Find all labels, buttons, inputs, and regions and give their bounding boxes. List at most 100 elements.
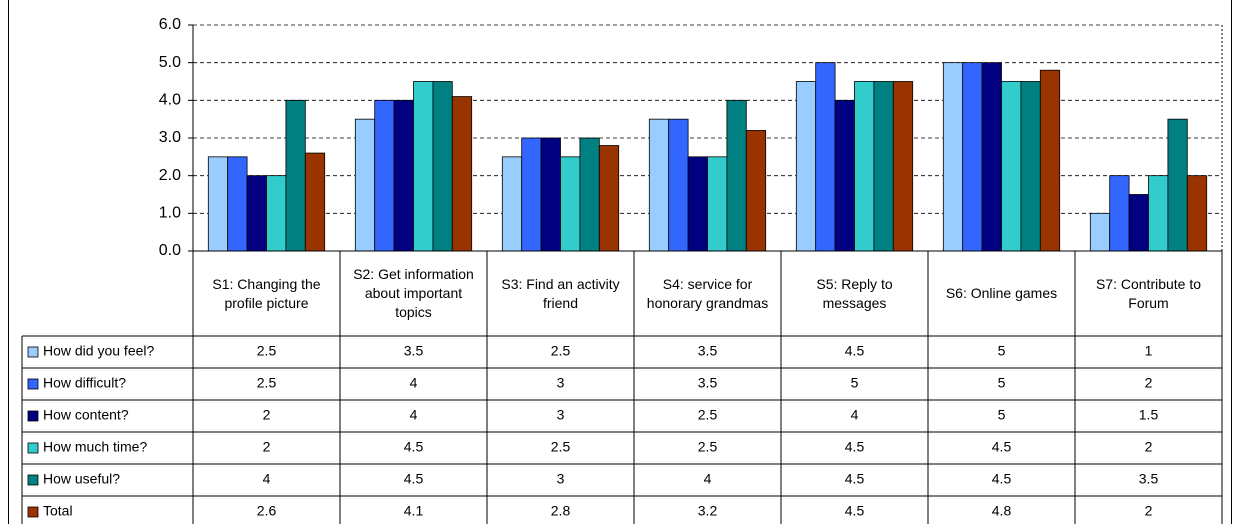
legend-swatch (27, 410, 39, 422)
data-label: 2 (1145, 439, 1153, 455)
bar (246, 175, 267, 252)
bar (726, 99, 747, 252)
legend-label: Total (43, 503, 73, 519)
bar (892, 81, 914, 252)
y-tick-label: 5.0 (159, 54, 181, 71)
x-tick-label: S1: Changing the profile picture (212, 275, 321, 311)
data-label: 2.5 (698, 407, 718, 423)
bar (432, 81, 453, 252)
legend-label: How did you feel? (43, 343, 155, 359)
category-cell: S6: Online games (945, 285, 1058, 301)
bar (207, 156, 229, 252)
bar (501, 156, 523, 252)
bar (540, 137, 561, 252)
bar (1020, 81, 1041, 252)
bar (266, 175, 287, 252)
data-label: 2.8 (551, 503, 571, 519)
bar (413, 81, 434, 252)
data-label: 4.5 (404, 439, 424, 455)
data-label: 4 (263, 471, 271, 487)
bar (707, 156, 728, 252)
bar (285, 99, 306, 252)
bar (854, 81, 875, 252)
bar (354, 118, 376, 252)
data-label: 4.5 (845, 503, 865, 519)
y-tick-label: 2.0 (159, 167, 181, 184)
data-label: 3 (557, 471, 565, 487)
legend-label: How useful? (43, 471, 120, 487)
data-label: 2 (263, 407, 271, 423)
x-tick-label: S3: Find an activity friend (501, 275, 620, 311)
data-label: 5 (998, 343, 1006, 359)
bar (227, 156, 248, 252)
legend-label: How much time? (43, 439, 147, 455)
data-label: 2.5 (551, 343, 571, 359)
legend-label: How difficult? (43, 375, 126, 391)
x-tick-label: S6: Online games (945, 285, 1058, 301)
bar (942, 62, 964, 252)
chart-border (8, 0, 1232, 529)
data-label: 3 (557, 407, 565, 423)
data-label: 2 (1145, 503, 1153, 519)
category-cell: S3: Find an activity friend (501, 275, 620, 311)
bar (668, 118, 689, 252)
bar (1128, 194, 1149, 252)
bar (1039, 69, 1061, 252)
y-tick-label: 3.0 (159, 129, 181, 146)
legend-swatch (27, 378, 39, 390)
legend-swatch (27, 346, 39, 358)
y-tick-label: 4.0 (159, 92, 181, 109)
data-label: 1.5 (1139, 407, 1159, 423)
data-label: 4.5 (845, 471, 865, 487)
data-label: 1 (1145, 343, 1153, 359)
bar (1001, 81, 1022, 252)
category-cell: S4: service for honorary grandmas (646, 275, 769, 311)
bar (1167, 118, 1188, 252)
bar (1148, 175, 1169, 252)
bar (521, 137, 542, 252)
data-label: 4.8 (992, 503, 1012, 519)
bar (598, 145, 620, 252)
data-label: 4.5 (845, 343, 865, 359)
data-label: 3.5 (1139, 471, 1159, 487)
data-label: 4 (851, 407, 859, 423)
bar (304, 152, 326, 252)
data-label: 5 (998, 375, 1006, 391)
data-label: 4.5 (404, 471, 424, 487)
bar (579, 137, 600, 252)
y-tick-label: 1.0 (159, 205, 181, 222)
data-label: 2.6 (257, 503, 277, 519)
bar (648, 118, 670, 252)
x-tick-label: S5: Reply to messages (816, 275, 893, 311)
data-label: 4.5 (845, 439, 865, 455)
data-label: 4 (410, 407, 418, 423)
data-label: 4 (410, 375, 418, 391)
bar (981, 62, 1002, 252)
data-label: 4.5 (992, 471, 1012, 487)
data-label: 2.5 (257, 343, 277, 359)
data-label: 5 (998, 407, 1006, 423)
bar (393, 99, 414, 252)
data-label: 3.5 (404, 343, 424, 359)
data-label: 3.5 (698, 375, 718, 391)
category-cell: S1: Changing the profile picture (212, 275, 321, 311)
bar (687, 156, 708, 252)
category-cell: S5: Reply to messages (816, 275, 893, 311)
category-cell: S2: Get information about important topi… (353, 266, 474, 320)
data-label: 2.5 (698, 439, 718, 455)
legend-swatch (27, 506, 39, 518)
bar (873, 81, 894, 252)
bar (1109, 175, 1130, 252)
bar (745, 130, 767, 252)
data-label: 5 (851, 375, 859, 391)
category-cell: S7: Contribute to Forum (1096, 276, 1201, 311)
data-label: 4.1 (404, 503, 424, 519)
data-label: 4.5 (992, 439, 1012, 455)
data-label: 3.5 (698, 343, 718, 359)
bar (1186, 175, 1208, 252)
data-label: 2 (1145, 375, 1153, 391)
data-label: 2.5 (257, 375, 277, 391)
x-tick-label: S4: service for honorary grandmas (646, 275, 769, 311)
data-label: 3.2 (698, 503, 718, 519)
